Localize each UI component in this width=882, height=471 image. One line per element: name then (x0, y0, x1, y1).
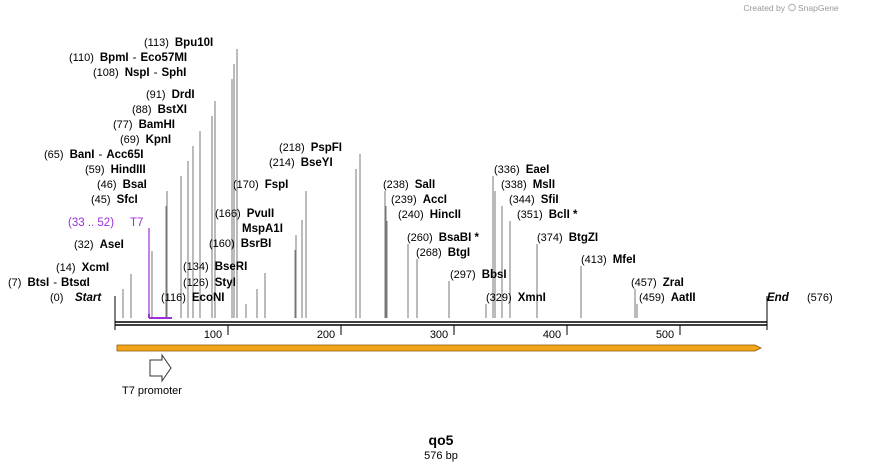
plasmid-name: qo5 (429, 432, 454, 448)
enzyme-name[interactable]: MspA1I (242, 223, 283, 235)
enzyme-name[interactable]: BtgZI (569, 232, 598, 244)
enzyme-position: (59) (85, 164, 105, 176)
enzyme-name[interactable]: BsaBI * (439, 232, 480, 244)
end-label: End (767, 292, 790, 304)
tick-label: 500 (656, 329, 674, 341)
enzyme-name[interactable]: SalI (415, 179, 435, 191)
primer-range: (33 .. 52) (68, 217, 114, 229)
primer-label: T7 (130, 217, 143, 229)
enzyme-position: (91) (146, 89, 166, 101)
enzyme-name[interactable]: BstXI (158, 104, 187, 116)
enzyme-position: (45) (91, 194, 111, 206)
credit-brand: SnapGene (798, 3, 839, 13)
enzyme-name[interactable]: AatII (671, 292, 696, 304)
enzyme-position: (7) (8, 277, 21, 289)
enzyme-name[interactable]: BtgI (448, 247, 470, 259)
enzyme-name[interactable]: BsaI (123, 179, 147, 191)
enzyme-name[interactable]: MfeI (613, 254, 636, 266)
snapgene-logo-icon (788, 3, 796, 12)
promoter-label: T7 promoter (122, 385, 182, 397)
enzyme-position: (110) (69, 52, 94, 64)
enzyme-name[interactable]: SfiI (541, 194, 559, 206)
enzyme-name[interactable]: ZraI (663, 277, 684, 289)
enzyme-name[interactable]: BclI * (549, 209, 578, 221)
enzyme-position: (344) (509, 194, 535, 206)
enzyme-position: (238) (383, 179, 409, 191)
enzyme-position: (69) (120, 134, 140, 146)
enzyme-name[interactable]: Bpu10I (175, 37, 213, 49)
start-label: Start (75, 292, 102, 304)
enzyme-position: (134) (183, 261, 209, 273)
enzyme-position: (126) (183, 277, 209, 289)
enzyme-position: (160) (209, 238, 235, 250)
enzyme-name[interactable]: BseYI (301, 157, 333, 169)
end-pos: (576) (807, 292, 833, 304)
enzyme-name[interactable]: FspI (265, 179, 289, 191)
enzyme-name[interactable]: AccI (423, 194, 447, 206)
tick-label: 400 (543, 329, 561, 341)
enzyme-name[interactable]: KpnI (146, 134, 172, 146)
cut-site-lines (122, 49, 638, 318)
enzyme-name[interactable]: BpmI - Eco57MI (100, 52, 187, 64)
enzyme-position: (32) (74, 239, 94, 251)
enzyme-position: (239) (391, 194, 417, 206)
orf-arrow[interactable] (116, 344, 762, 352)
enzyme-position: (166) (215, 208, 241, 220)
enzyme-position: (374) (537, 232, 563, 244)
enzyme-position: (214) (269, 157, 295, 169)
enzyme-name[interactable]: PvuII (247, 208, 274, 220)
tick-label: 200 (317, 329, 335, 341)
enzyme-name[interactable]: EaeI (526, 164, 550, 176)
enzyme-name[interactable]: MslI (533, 179, 555, 191)
plasmid-length: 576 bp (424, 450, 458, 462)
scale-ticks (227, 325, 681, 335)
enzyme-position: (338) (501, 179, 527, 191)
enzyme-position: (88) (132, 104, 152, 116)
enzyme-position: (329) (486, 292, 512, 304)
enzyme-name[interactable]: StyI (215, 277, 236, 289)
enzyme-name[interactable]: SfcI (117, 194, 138, 206)
enzyme-name[interactable]: NspI - SphI (125, 67, 187, 79)
enzyme-name[interactable]: DrdI (172, 89, 195, 101)
enzyme-name[interactable]: EcoNI (192, 292, 225, 304)
enzyme-name[interactable]: BbsI (482, 269, 507, 281)
enzyme-name[interactable]: HincII (430, 209, 461, 221)
start-pos: (0) (50, 292, 63, 304)
enzyme-position: (413) (581, 254, 607, 266)
enzyme-name[interactable]: BtsI - BtsαI (27, 277, 89, 289)
enzyme-name[interactable]: BseRI (215, 261, 248, 273)
enzyme-position: (457) (631, 277, 657, 289)
enzyme-position: (77) (113, 119, 133, 131)
tick-label: 100 (204, 329, 222, 341)
enzyme-name[interactable]: BanI - Acc65I (70, 149, 144, 161)
enzyme-name[interactable]: XcmI (82, 262, 110, 274)
enzyme-position: (108) (93, 67, 119, 79)
credit: Created by SnapGene (743, 3, 839, 13)
enzyme-position: (297) (450, 269, 476, 281)
tick-label: 300 (430, 329, 448, 341)
enzyme-position: (218) (279, 142, 305, 154)
enzyme-position: (14) (56, 262, 76, 274)
t7-promoter-arrow[interactable] (149, 353, 172, 383)
enzyme-position: (268) (416, 247, 442, 259)
enzyme-name[interactable]: HindIII (111, 164, 146, 176)
enzyme-name[interactable]: PspFI (311, 142, 342, 154)
enzyme-position: (46) (97, 179, 117, 191)
enzyme-position: (65) (44, 149, 64, 161)
enzyme-position: (116) (161, 292, 186, 304)
enzyme-position: (170) (233, 179, 259, 191)
enzyme-labels: (113) Bpu10I (110) BpmI - Eco57MI (108) NspI - Sp… (8, 37, 696, 304)
enzyme-name[interactable]: BamHI (139, 119, 175, 131)
enzyme-position: (113) (144, 37, 169, 49)
enzyme-position: (240) (398, 209, 424, 221)
enzyme-position: (336) (494, 164, 520, 176)
enzyme-position: (459) (639, 292, 665, 304)
enzyme-name[interactable]: BsrBI (241, 238, 272, 250)
enzyme-name[interactable]: AseI (100, 239, 124, 251)
enzyme-name[interactable]: XmnI (518, 292, 546, 304)
credit-prefix: Created by (743, 3, 785, 13)
enzyme-position: (351) (517, 209, 543, 221)
enzyme-position: (260) (407, 232, 433, 244)
